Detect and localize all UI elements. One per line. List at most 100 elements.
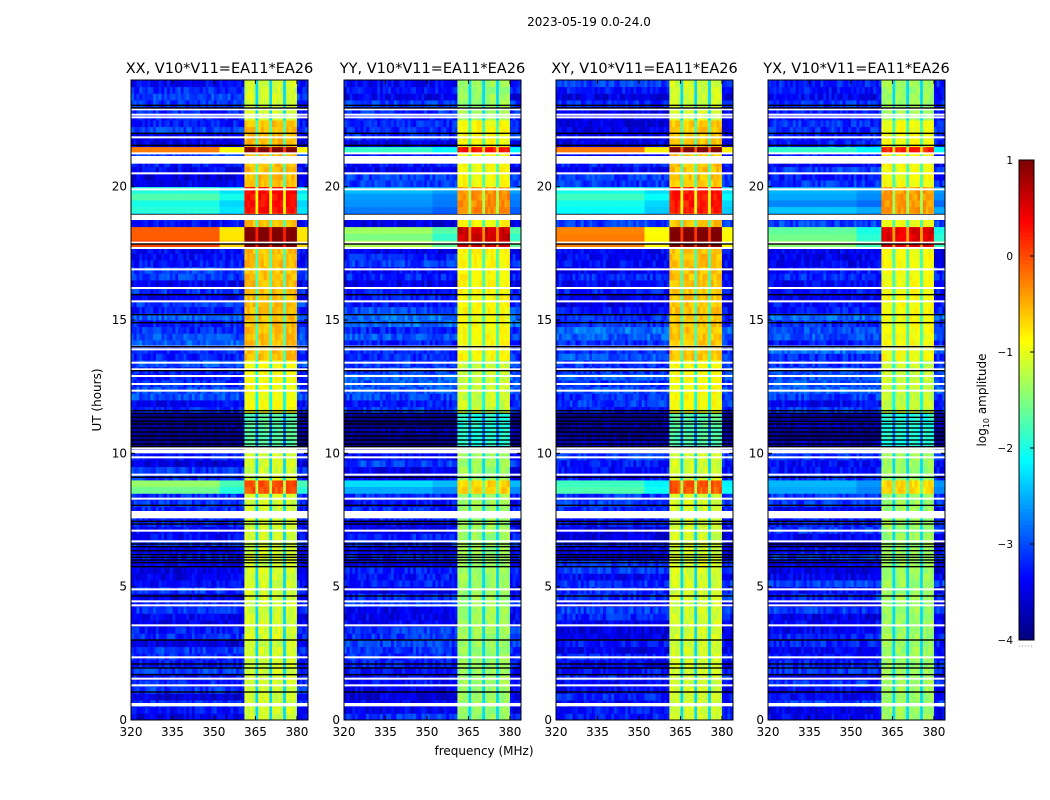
spectrogram-cell bbox=[164, 580, 168, 588]
spectrogram-cell bbox=[280, 673, 284, 681]
spectrogram-cell bbox=[291, 626, 295, 634]
spectrogram-cell bbox=[280, 353, 284, 361]
spectrogram-cell bbox=[147, 273, 151, 281]
spectrogram-cell bbox=[194, 606, 198, 614]
spectrogram-cell bbox=[258, 353, 262, 361]
spectrogram-cell bbox=[227, 326, 231, 334]
spectrogram-cell bbox=[161, 306, 165, 314]
spectrogram-cell bbox=[213, 606, 218, 614]
spectrogram-cell bbox=[255, 580, 259, 588]
spectrogram-cell bbox=[169, 500, 173, 508]
spectrogram-cell bbox=[219, 633, 223, 641]
spectrogram-cell bbox=[305, 313, 308, 321]
spectrogram-cell bbox=[274, 633, 278, 641]
spectrogram-cell bbox=[155, 320, 160, 328]
spectrogram-cell bbox=[172, 613, 176, 621]
spectrogram-cell bbox=[302, 206, 306, 214]
spectrogram-cell bbox=[166, 206, 171, 214]
spectrogram-cell bbox=[172, 313, 176, 321]
spectrogram-cell bbox=[172, 286, 176, 294]
spectrogram-cell bbox=[175, 666, 179, 674]
spectrogram-cell bbox=[197, 560, 201, 568]
spectrogram-cell bbox=[208, 493, 212, 501]
spectrogram-cell bbox=[136, 500, 140, 508]
spectrogram-cell bbox=[161, 260, 165, 268]
spectrogram-cell bbox=[258, 253, 262, 261]
spectrogram-cell bbox=[233, 533, 237, 541]
spectrogram-cell bbox=[266, 300, 270, 308]
spectrogram-cell bbox=[175, 333, 179, 341]
spectrogram-cell bbox=[247, 500, 251, 508]
spectrogram-cell bbox=[269, 326, 273, 334]
spectrogram-cell bbox=[164, 686, 168, 694]
spectrogram-cell bbox=[299, 500, 303, 508]
spectrogram-cell bbox=[197, 253, 201, 261]
spectrogram-cell bbox=[200, 560, 204, 568]
spectrogram-cell bbox=[241, 253, 245, 261]
spectrogram-cell bbox=[283, 353, 287, 361]
spectrogram-cell bbox=[255, 260, 259, 268]
spectrogram-cell bbox=[200, 706, 204, 714]
spectrogram-cell bbox=[166, 673, 171, 681]
spectrogram-cell bbox=[153, 633, 157, 641]
spectrogram-cell bbox=[139, 466, 143, 474]
spectrogram-cell bbox=[200, 573, 204, 581]
spectrogram-cell bbox=[150, 206, 154, 214]
spectrogram-cell bbox=[299, 506, 303, 514]
spectrogram-cell bbox=[280, 626, 284, 634]
spectrogram-cell bbox=[249, 626, 254, 634]
spectrogram-cell bbox=[211, 306, 215, 314]
spectrogram-cell bbox=[191, 566, 196, 574]
spectrogram-cell bbox=[178, 686, 182, 694]
spectrogram-cell bbox=[186, 466, 190, 474]
spectrogram-cell bbox=[202, 320, 207, 328]
spectrogram-cell bbox=[142, 633, 146, 641]
spectrogram-cell bbox=[283, 600, 287, 608]
spectrogram-cell bbox=[219, 620, 223, 628]
spectrogram-cell bbox=[263, 640, 267, 648]
spectrogram-cell bbox=[288, 620, 292, 628]
spectrogram-cell bbox=[222, 560, 226, 568]
spectrogram-cell bbox=[302, 613, 306, 621]
spectrogram-cell bbox=[169, 566, 173, 574]
spectrogram-cell bbox=[285, 320, 290, 328]
spectrogram-cell bbox=[238, 400, 243, 408]
spectrogram-cell bbox=[260, 326, 265, 334]
spectrogram-cell bbox=[266, 646, 270, 654]
spectrogram-cell bbox=[280, 480, 284, 488]
spectrogram-cell bbox=[244, 340, 248, 348]
spectrogram-cell bbox=[211, 206, 215, 214]
spectrogram-cell bbox=[178, 460, 182, 468]
spectrogram-cell bbox=[194, 293, 198, 301]
spectrogram-cell bbox=[142, 433, 146, 441]
spectrogram-cell bbox=[299, 646, 303, 654]
spectrogram-cell bbox=[172, 600, 176, 608]
spectrogram-cell bbox=[233, 693, 237, 701]
spectrogram-cell bbox=[227, 506, 231, 514]
spectrogram-cell bbox=[139, 280, 143, 288]
spectrogram-cell bbox=[161, 560, 165, 568]
spectrogram-cell bbox=[142, 506, 146, 514]
spectrogram-cell bbox=[139, 606, 143, 614]
spectrogram-cell bbox=[258, 426, 262, 434]
spectrogram-cell bbox=[219, 340, 223, 348]
spectrogram-cell bbox=[238, 566, 243, 574]
spectrogram-cell bbox=[166, 253, 171, 261]
spectrogram-cell bbox=[175, 320, 179, 328]
spectrogram-cell bbox=[233, 713, 237, 720]
spectrogram-cell bbox=[183, 493, 187, 501]
spectrogram-cell bbox=[186, 480, 190, 488]
spectrogram-cell bbox=[299, 340, 303, 348]
spectrogram-cell bbox=[208, 280, 212, 288]
spectrogram-cell bbox=[202, 680, 207, 688]
spectrogram-cell bbox=[222, 326, 226, 334]
spectrogram-cell bbox=[216, 220, 220, 228]
spectrogram-cell bbox=[164, 233, 168, 241]
spectrogram-cell bbox=[302, 500, 306, 508]
spectrogram-cell bbox=[139, 580, 143, 588]
spectrogram-cell bbox=[272, 600, 276, 608]
spectrogram-cell bbox=[142, 293, 146, 301]
spectrogram-cell bbox=[205, 606, 209, 614]
spectrogram-cell bbox=[247, 300, 251, 308]
